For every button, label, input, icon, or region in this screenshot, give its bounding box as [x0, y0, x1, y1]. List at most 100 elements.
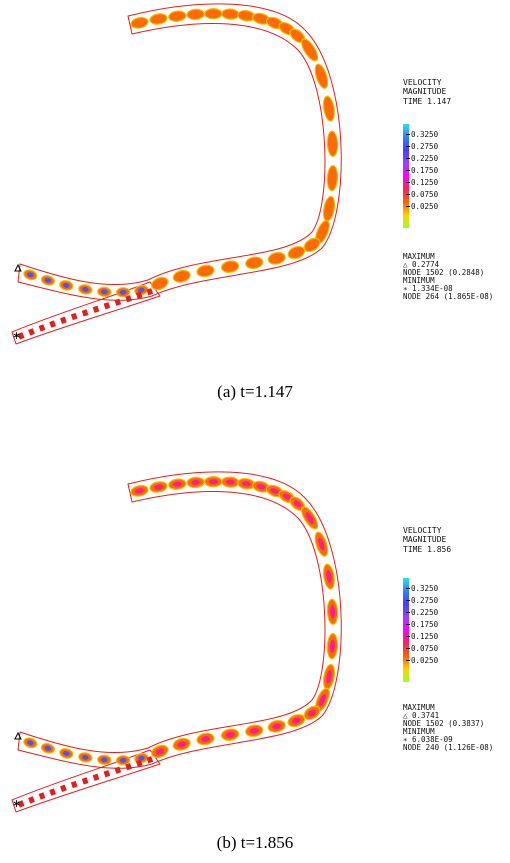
cell-body	[304, 238, 320, 252]
colorbar-tick: 0.2750	[405, 142, 439, 151]
flow-stripe	[135, 759, 143, 767]
flow-cell	[150, 744, 169, 759]
flow-stripe	[38, 792, 46, 800]
flow-cell	[237, 10, 256, 22]
stripe-mark	[28, 328, 35, 336]
max-label: MAXIMUM	[403, 703, 435, 712]
cell-core	[305, 512, 314, 524]
flow-cell	[115, 755, 131, 766]
flow-cell	[326, 633, 339, 660]
cell-core	[318, 693, 326, 707]
cell-core	[27, 740, 34, 746]
cell-core	[177, 741, 187, 748]
flow-cell	[130, 16, 149, 29]
flow-cell	[314, 687, 330, 713]
flow-cell	[314, 531, 329, 557]
min-marker-icon: ∗	[12, 797, 21, 810]
max-marker-icon	[14, 263, 22, 272]
cell-core	[308, 709, 316, 717]
cell-core	[138, 755, 145, 761]
flow-cell	[303, 237, 321, 253]
cell-core	[135, 488, 144, 494]
legend-title-b: VELOCITY MAGNITUDE TIME 1.856	[403, 526, 451, 554]
stripe-mark	[135, 759, 143, 767]
extrema-b: MAXIMUM △ 0.3741 NODE 1502 (0.3837) MINI…	[403, 704, 493, 752]
flow-cell	[115, 287, 131, 298]
min-row: ∗ 6.038E-09	[403, 736, 493, 744]
stripe-mark	[70, 780, 78, 789]
cell-core	[138, 287, 145, 293]
flow-stripe	[70, 780, 78, 789]
flow-stripe	[49, 788, 56, 796]
colorbar-tick: 0.1250	[405, 632, 439, 641]
cell-core	[270, 488, 279, 494]
colorbar-tick: 0.2750	[405, 596, 439, 605]
stripe-mark	[38, 792, 46, 800]
colorbar-tick: 0.1250	[405, 178, 439, 187]
cell-core	[282, 493, 291, 500]
stripe-mark	[135, 291, 143, 299]
stripe-mark	[70, 312, 78, 321]
time-label: TIME	[403, 545, 423, 554]
vessel-plot-a: ∗	[11, 3, 342, 345]
flow-cell	[204, 7, 223, 20]
flow-cell	[322, 663, 336, 690]
flow-cell	[97, 286, 112, 298]
cell-core	[44, 745, 52, 751]
cell-core	[241, 481, 251, 487]
flow-stripe	[92, 773, 100, 781]
flow-cell	[322, 195, 336, 222]
flow-cell	[221, 8, 240, 20]
flow-cell	[150, 276, 169, 291]
cell-core	[63, 282, 70, 288]
flow-cell	[186, 8, 205, 21]
cell-body	[246, 257, 263, 268]
colorbar-tick: 0.3250	[405, 130, 439, 139]
flow-stripe	[146, 756, 154, 764]
cell-body	[316, 220, 329, 244]
stripe-mark	[81, 777, 89, 785]
flow-stripe	[92, 305, 100, 313]
flow-cell	[287, 713, 306, 728]
flow-cell	[326, 130, 339, 157]
max-marker-icon	[14, 731, 22, 740]
cell-body	[152, 277, 168, 290]
flow-stripe	[60, 784, 67, 792]
flow-stripe	[49, 320, 56, 328]
flow-cell	[97, 754, 112, 766]
legend-title-line2: MAGNITUDE	[403, 535, 447, 544]
legend-title-a: VELOCITY MAGNITUDE TIME 1.147	[403, 78, 451, 106]
cell-core	[27, 272, 34, 278]
cell-body	[268, 253, 285, 264]
cell-core	[44, 277, 52, 283]
max-label: MAXIMUM	[403, 252, 435, 261]
stripe-mark	[146, 288, 154, 296]
flow-cell	[23, 269, 38, 281]
stripe-mark	[92, 773, 100, 781]
flow-cell	[220, 728, 240, 741]
colorbar-tick: 0.1750	[405, 166, 439, 175]
max-node: NODE 1502 (0.3837)	[403, 719, 485, 728]
cell-body	[327, 131, 338, 156]
cell-core	[101, 757, 108, 763]
flow-stripe	[103, 770, 111, 778]
cell-core	[82, 754, 89, 760]
max-row: △ 0.3741	[403, 712, 493, 720]
stripe-mark	[114, 766, 122, 774]
colorbar-tick: 0.3250	[405, 584, 439, 593]
flow-cell	[314, 219, 330, 245]
colorbar-tick: 0.0250	[405, 202, 439, 211]
min-value: 6.038E-09	[412, 735, 453, 744]
flow-cell	[322, 563, 335, 590]
flow-cell	[78, 284, 93, 295]
cell-body	[238, 11, 255, 21]
min-label: MINIMUM	[403, 276, 435, 285]
stripe-mark	[38, 324, 46, 332]
cell-core	[292, 717, 301, 724]
cell-body	[253, 13, 269, 24]
cell-core	[201, 736, 210, 742]
flow-stripe	[28, 328, 35, 336]
panel-a: ∗ VELOCITY MAGNITUDE TIME 1.147 0.3250 0…	[11, 3, 493, 401]
flow-cell	[196, 264, 215, 278]
flow-cell	[301, 506, 319, 530]
